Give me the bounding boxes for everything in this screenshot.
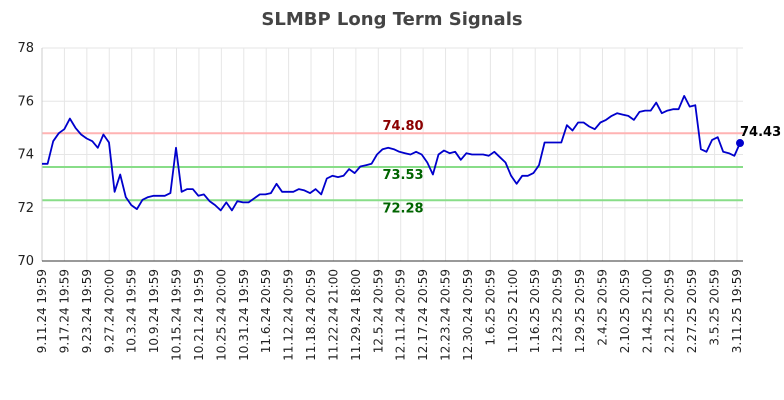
last-value-marker [736, 139, 744, 148]
x-tick-label: 12.23.24 20:59 [439, 269, 453, 361]
x-tick-label: 10.31.24 19:59 [237, 269, 251, 361]
y-tick-label: 74 [17, 148, 34, 163]
x-tick-label: 10.3.24 19:59 [125, 269, 139, 353]
x-tick-label: 1.23.25 20:59 [551, 269, 565, 353]
x-tick-label: 1.10.25 21:00 [506, 269, 520, 353]
x-tick-label: 2.4.25 20:59 [595, 269, 609, 346]
x-tick-label: 12.11.24 20:59 [394, 269, 408, 361]
y-tick-label: 72 [17, 201, 34, 216]
x-tick-label: 1.29.25 20:59 [573, 269, 587, 353]
x-tick-label: 12.17.24 20:59 [416, 269, 430, 361]
x-tick-label: 9.17.24 19:59 [57, 269, 71, 353]
chart-title: SLMBP Long Term Signals [261, 9, 522, 30]
x-tick-label: 11.6.24 20:59 [259, 269, 273, 353]
axes: 70 72 74 76 78 9.11.24 19:59 9.17.24 19:59 9.23… [17, 41, 744, 361]
reference-line-label: 72.28 [382, 201, 423, 216]
last-value-label: 74.43 [740, 125, 781, 140]
price-line [42, 95, 741, 212]
x-tick-label: 9.27.24 20:00 [102, 269, 116, 353]
y-tick-label: 70 [17, 254, 34, 269]
grid-lines [41, 47, 743, 262]
x-tick-label: 1.16.25 20:59 [528, 269, 542, 353]
x-tick-label: 11.22.24 21:00 [326, 269, 340, 361]
x-tick-label: 11.12.24 20:59 [282, 269, 296, 361]
x-tick-label: 10.25.24 20:00 [214, 269, 228, 361]
y-tick-label: 78 [17, 41, 34, 56]
x-tick-label: 2.27.25 20:59 [685, 269, 699, 353]
x-tick-label: 2.21.25 20:59 [663, 269, 677, 353]
price-series [42, 95, 744, 212]
x-tick-label: 10.9.24 19:59 [147, 269, 161, 353]
x-tick-label: 11.29.24 18:00 [349, 269, 363, 361]
reference-lines [42, 132, 743, 202]
x-tick-label: 10.21.24 19:59 [192, 269, 206, 361]
x-tick-label: 10.15.24 19:59 [170, 269, 184, 361]
reference-line-label: 73.53 [382, 168, 423, 183]
x-tick-label: 9.11.24 19:59 [35, 269, 49, 353]
x-tick-label: 9.23.24 19:59 [80, 269, 94, 353]
x-tick-label: 1.6.25 20:59 [483, 269, 497, 346]
annotations: 74.80 73.53 72.28 74.43 [382, 119, 781, 216]
x-tick-label: 2.14.25 21:00 [640, 269, 654, 353]
x-tick-label: 3.5.25 20:59 [708, 269, 722, 346]
reference-line-label: 74.80 [382, 119, 423, 134]
x-tick-label: 11.18.24 20:59 [304, 269, 318, 361]
x-tick-label: 12.5.24 20:59 [371, 269, 385, 353]
x-tick-label: 2.10.25 20:59 [618, 269, 632, 353]
x-tick-label: 3.11.25 19:59 [730, 269, 744, 353]
y-tick-label: 76 [17, 94, 34, 109]
x-tick-label: 12.30.24 20:59 [461, 269, 475, 361]
